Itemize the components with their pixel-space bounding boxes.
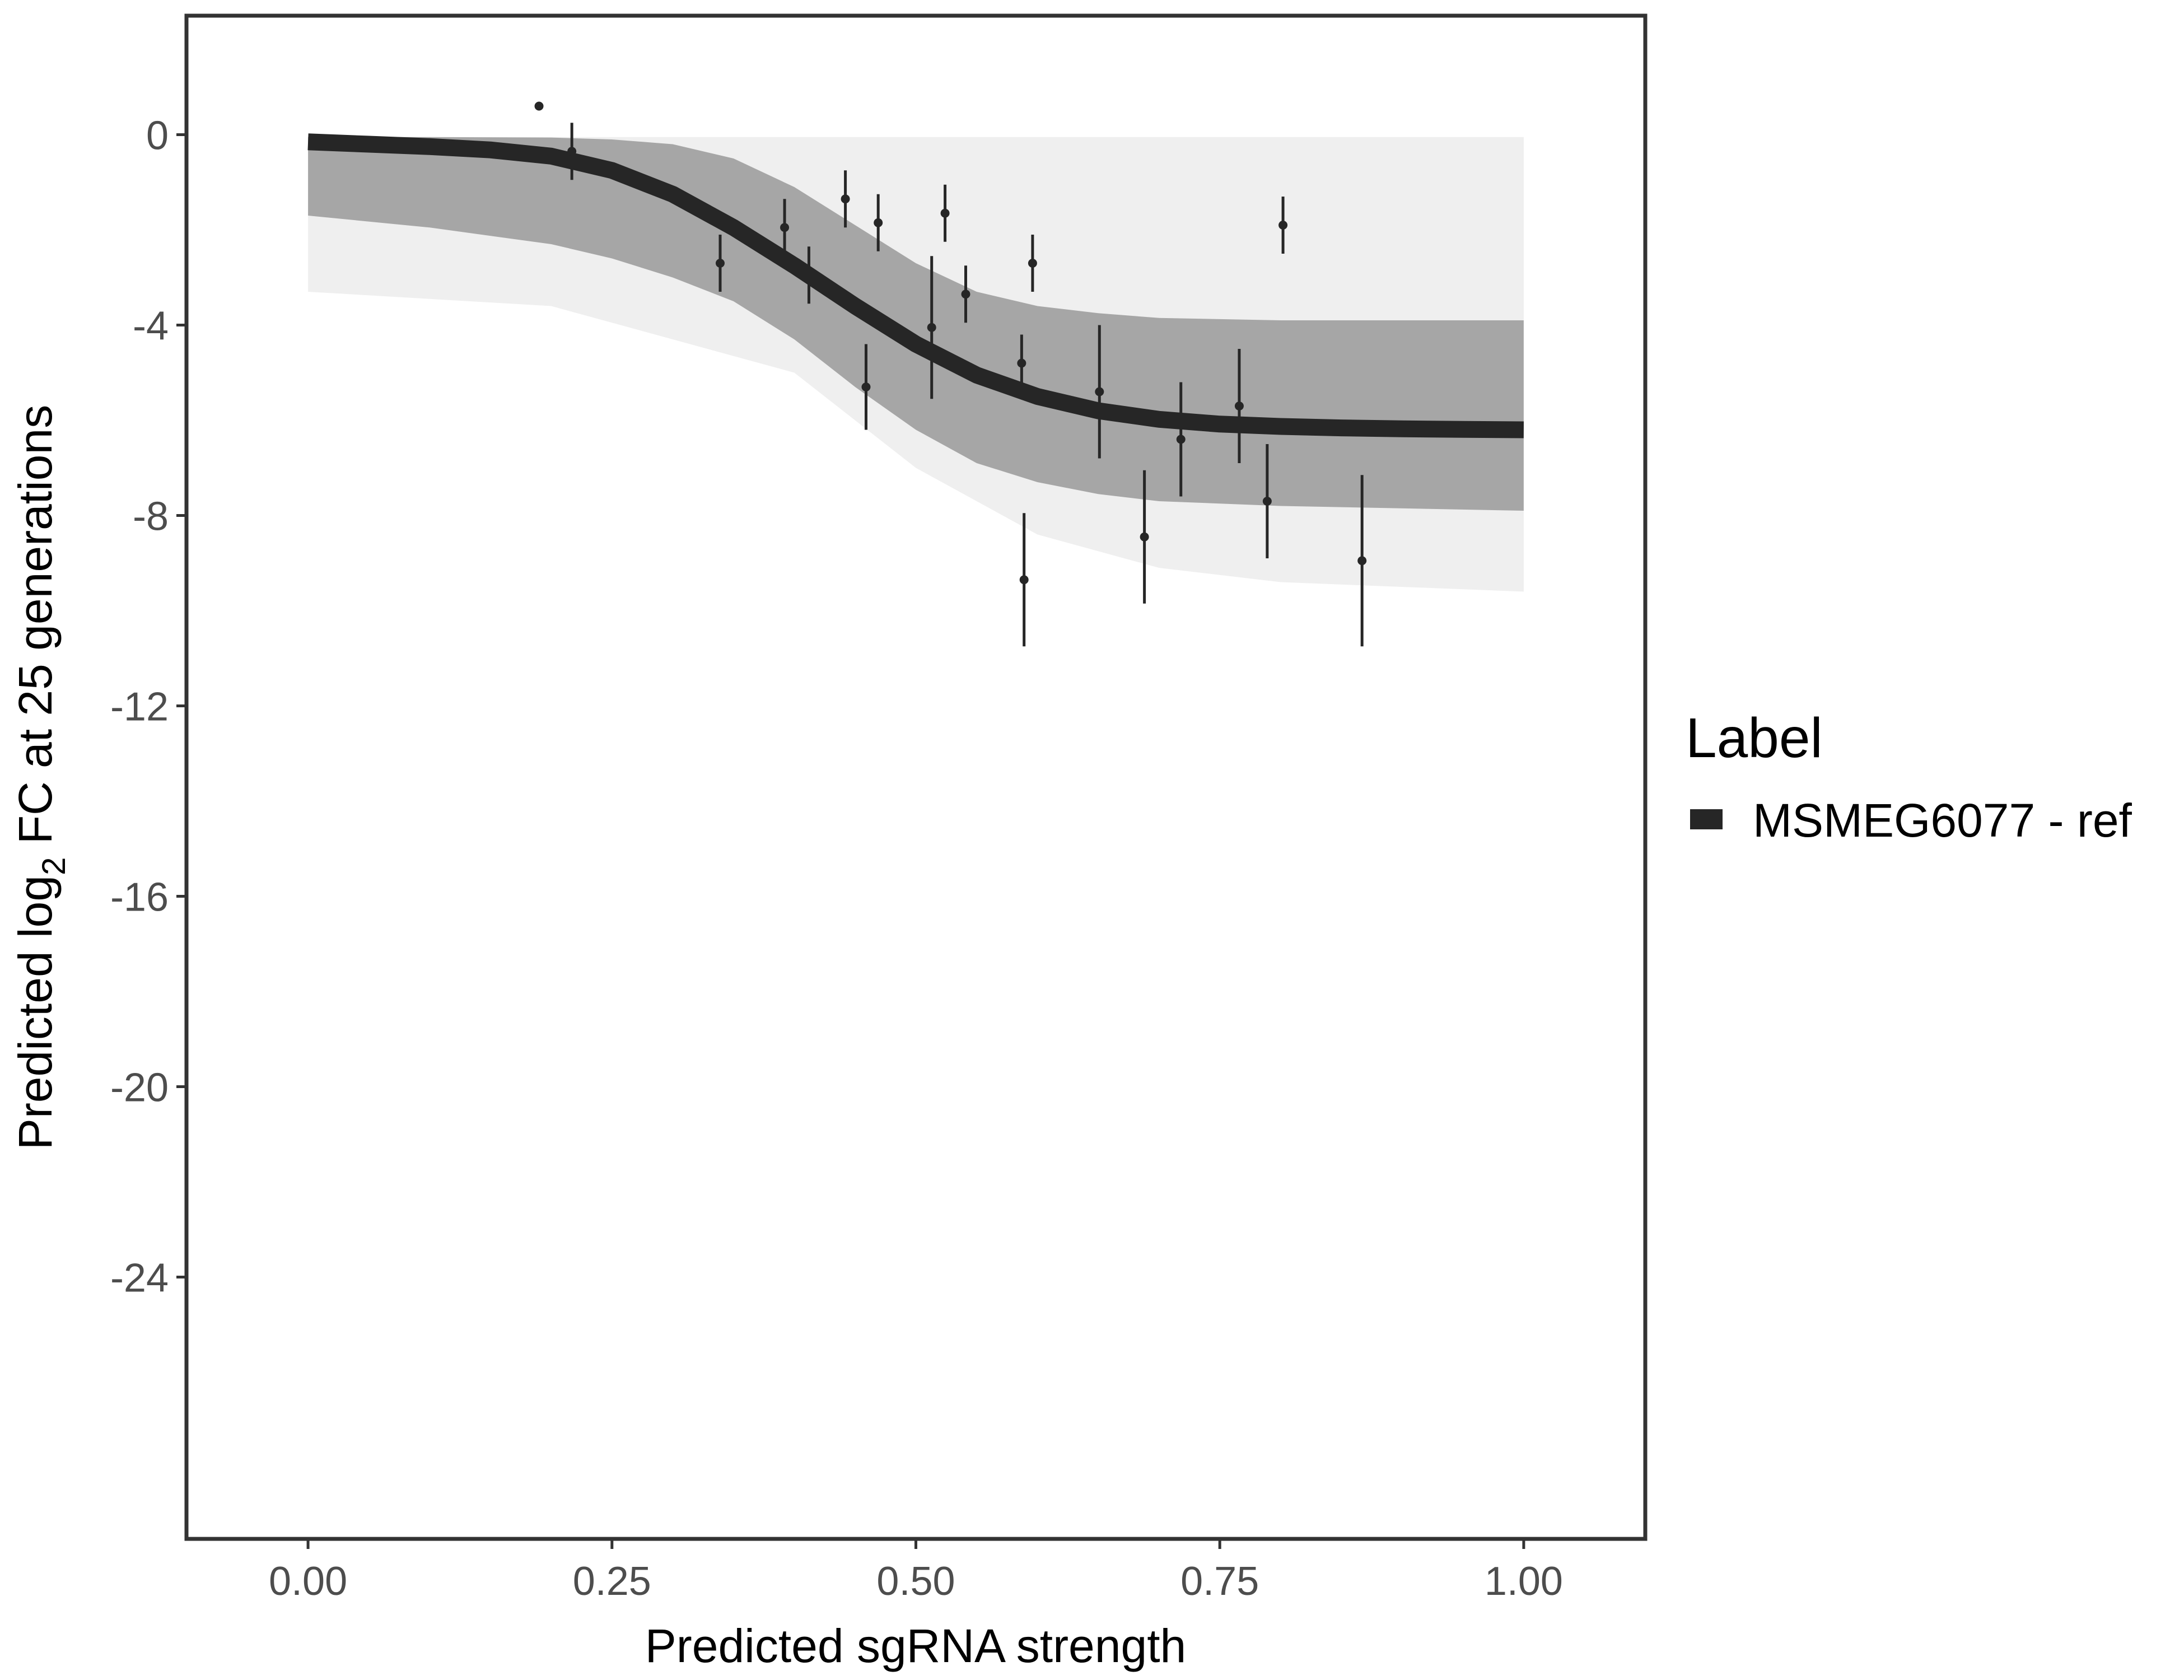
data-point bbox=[874, 194, 883, 251]
y-tick-label: -12 bbox=[110, 685, 169, 730]
y-tick-label: -8 bbox=[133, 494, 169, 539]
y-axis-title-suffix: FC at 25 generations bbox=[9, 405, 62, 857]
y-tick-label: -20 bbox=[110, 1066, 169, 1110]
data-point bbox=[861, 344, 871, 430]
fitted-curve bbox=[307, 133, 1524, 438]
point-marker bbox=[1019, 575, 1029, 585]
y-tick-label: -16 bbox=[110, 875, 169, 920]
point-marker bbox=[940, 208, 950, 218]
data-point bbox=[1176, 382, 1186, 497]
point-marker bbox=[534, 101, 544, 111]
data-point bbox=[534, 101, 544, 111]
data-point bbox=[841, 170, 850, 228]
data-point bbox=[961, 265, 970, 323]
y-axis-title-subscript: 2 bbox=[36, 857, 72, 875]
point-marker bbox=[874, 218, 883, 227]
legend-label: MSMEG6077 - ref bbox=[1753, 794, 2132, 847]
data-point bbox=[1028, 235, 1037, 292]
x-axis-title: Predicted sgRNA strength bbox=[645, 1620, 1187, 1672]
x-tick-label: 0.25 bbox=[573, 1559, 651, 1604]
point-marker bbox=[1140, 532, 1149, 542]
data-point bbox=[780, 199, 790, 256]
data-point bbox=[1357, 475, 1367, 647]
data-point bbox=[804, 246, 814, 304]
legend: Label MSMEG6077 - ref bbox=[1686, 707, 2132, 847]
y-axis-title-prefix: Predicted log bbox=[9, 875, 62, 1150]
data-point bbox=[567, 123, 577, 180]
data-point bbox=[1278, 197, 1288, 254]
point-marker bbox=[961, 290, 970, 299]
data-point bbox=[940, 184, 950, 242]
legend-key bbox=[1690, 809, 1723, 829]
data-point bbox=[1262, 444, 1272, 558]
x-tick-label: 1.00 bbox=[1485, 1559, 1563, 1604]
point-marker bbox=[780, 223, 790, 232]
observations bbox=[534, 101, 1367, 647]
point-marker bbox=[715, 259, 725, 268]
y-tick-label: -24 bbox=[110, 1256, 169, 1301]
point-marker bbox=[1234, 402, 1244, 410]
plot-area bbox=[307, 101, 1524, 647]
point-marker bbox=[1028, 259, 1037, 268]
point-marker bbox=[1262, 497, 1272, 506]
data-point bbox=[1095, 325, 1104, 459]
point-marker bbox=[1357, 556, 1367, 566]
y-tick-label: 0 bbox=[146, 114, 169, 158]
data-point bbox=[715, 235, 725, 292]
x-tick-label: 0.75 bbox=[1180, 1559, 1259, 1604]
data-point bbox=[1234, 349, 1244, 463]
y-axis-title: Predicted log2 FC at 25 generations bbox=[9, 405, 72, 1150]
data-point bbox=[1140, 470, 1149, 604]
data-point bbox=[1019, 513, 1029, 647]
point-marker bbox=[927, 323, 936, 332]
data-point bbox=[927, 256, 936, 399]
point-marker bbox=[841, 194, 850, 204]
legend-title: Label bbox=[1686, 707, 1823, 769]
point-marker bbox=[1017, 358, 1026, 368]
point-marker bbox=[804, 270, 814, 280]
x-tick-label: 0.00 bbox=[269, 1559, 347, 1604]
point-marker bbox=[861, 382, 871, 391]
y-tick-label: -4 bbox=[133, 304, 169, 349]
y-axis: 0 -4 -8 -12 -16 -20 -24 bbox=[110, 114, 186, 1301]
point-marker bbox=[1176, 435, 1186, 444]
point-marker bbox=[567, 147, 577, 156]
data-point bbox=[1017, 334, 1026, 392]
x-tick-label: 0.50 bbox=[876, 1559, 955, 1604]
point-marker bbox=[1278, 221, 1288, 230]
x-axis: 0.00 0.25 0.50 0.75 1.00 bbox=[269, 1539, 1563, 1604]
point-marker bbox=[1095, 387, 1104, 396]
